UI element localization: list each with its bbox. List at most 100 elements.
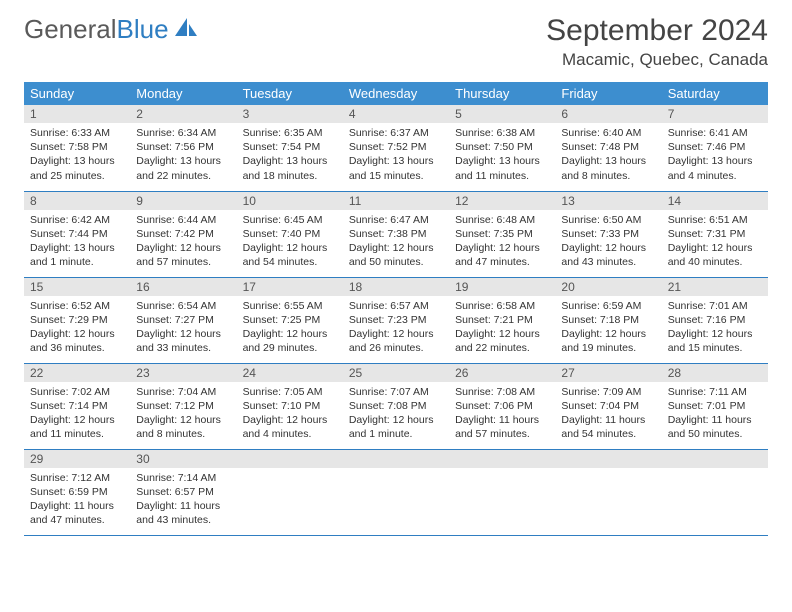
day-cell: 13Sunrise: 6:50 AMSunset: 7:33 PMDayligh… — [555, 191, 661, 277]
day-body: Sunrise: 6:41 AMSunset: 7:46 PMDaylight:… — [662, 123, 768, 189]
weekday-header: Monday — [130, 82, 236, 105]
day-cell: 19Sunrise: 6:58 AMSunset: 7:21 PMDayligh… — [449, 277, 555, 363]
day-cell: 6Sunrise: 6:40 AMSunset: 7:48 PMDaylight… — [555, 105, 661, 191]
day-body: Sunrise: 7:05 AMSunset: 7:10 PMDaylight:… — [237, 382, 343, 448]
month-title: September 2024 — [546, 14, 768, 48]
day-body: Sunrise: 6:48 AMSunset: 7:35 PMDaylight:… — [449, 210, 555, 276]
weekday-header: Sunday — [24, 82, 130, 105]
day-cell: 1Sunrise: 6:33 AMSunset: 7:58 PMDaylight… — [24, 105, 130, 191]
day-number: 21 — [662, 278, 768, 296]
day-number: 24 — [237, 364, 343, 382]
day-body: Sunrise: 7:12 AMSunset: 6:59 PMDaylight:… — [24, 468, 130, 534]
day-cell: 30Sunrise: 7:14 AMSunset: 6:57 PMDayligh… — [130, 449, 236, 535]
day-number: 6 — [555, 105, 661, 123]
day-number: 26 — [449, 364, 555, 382]
day-cell: 27Sunrise: 7:09 AMSunset: 7:04 PMDayligh… — [555, 363, 661, 449]
day-cell: 9Sunrise: 6:44 AMSunset: 7:42 PMDaylight… — [130, 191, 236, 277]
day-cell: 14Sunrise: 6:51 AMSunset: 7:31 PMDayligh… — [662, 191, 768, 277]
day-body: Sunrise: 7:02 AMSunset: 7:14 PMDaylight:… — [24, 382, 130, 448]
day-cell: 22Sunrise: 7:02 AMSunset: 7:14 PMDayligh… — [24, 363, 130, 449]
day-body: Sunrise: 6:45 AMSunset: 7:40 PMDaylight:… — [237, 210, 343, 276]
day-cell: 25Sunrise: 7:07 AMSunset: 7:08 PMDayligh… — [343, 363, 449, 449]
day-cell: 11Sunrise: 6:47 AMSunset: 7:38 PMDayligh… — [343, 191, 449, 277]
day-number: 17 — [237, 278, 343, 296]
day-number: 13 — [555, 192, 661, 210]
day-number: 20 — [555, 278, 661, 296]
calendar-head: SundayMondayTuesdayWednesdayThursdayFrid… — [24, 82, 768, 105]
empty-cell — [237, 449, 343, 535]
day-cell: 15Sunrise: 6:52 AMSunset: 7:29 PMDayligh… — [24, 277, 130, 363]
day-number: 8 — [24, 192, 130, 210]
weekday-header: Thursday — [449, 82, 555, 105]
day-cell: 2Sunrise: 6:34 AMSunset: 7:56 PMDaylight… — [130, 105, 236, 191]
calendar-table: SundayMondayTuesdayWednesdayThursdayFrid… — [24, 82, 768, 536]
day-cell: 23Sunrise: 7:04 AMSunset: 7:12 PMDayligh… — [130, 363, 236, 449]
day-body: Sunrise: 6:55 AMSunset: 7:25 PMDaylight:… — [237, 296, 343, 362]
empty-cell — [449, 449, 555, 535]
day-number: 9 — [130, 192, 236, 210]
day-body: Sunrise: 7:07 AMSunset: 7:08 PMDaylight:… — [343, 382, 449, 448]
day-body: Sunrise: 6:47 AMSunset: 7:38 PMDaylight:… — [343, 210, 449, 276]
title-block: September 2024 Macamic, Quebec, Canada — [546, 14, 768, 70]
day-body: Sunrise: 6:59 AMSunset: 7:18 PMDaylight:… — [555, 296, 661, 362]
day-number: 1 — [24, 105, 130, 123]
day-cell: 29Sunrise: 7:12 AMSunset: 6:59 PMDayligh… — [24, 449, 130, 535]
day-body: Sunrise: 6:38 AMSunset: 7:50 PMDaylight:… — [449, 123, 555, 189]
day-number: 3 — [237, 105, 343, 123]
day-number: 18 — [343, 278, 449, 296]
day-cell: 26Sunrise: 7:08 AMSunset: 7:06 PMDayligh… — [449, 363, 555, 449]
day-body: Sunrise: 6:54 AMSunset: 7:27 PMDaylight:… — [130, 296, 236, 362]
day-cell: 28Sunrise: 7:11 AMSunset: 7:01 PMDayligh… — [662, 363, 768, 449]
weekday-header: Wednesday — [343, 82, 449, 105]
calendar-row: 22Sunrise: 7:02 AMSunset: 7:14 PMDayligh… — [24, 363, 768, 449]
day-number: 28 — [662, 364, 768, 382]
day-cell: 4Sunrise: 6:37 AMSunset: 7:52 PMDaylight… — [343, 105, 449, 191]
day-number: 23 — [130, 364, 236, 382]
day-cell: 16Sunrise: 6:54 AMSunset: 7:27 PMDayligh… — [130, 277, 236, 363]
day-number: 11 — [343, 192, 449, 210]
day-number: 5 — [449, 105, 555, 123]
day-number: 2 — [130, 105, 236, 123]
day-body: Sunrise: 7:01 AMSunset: 7:16 PMDaylight:… — [662, 296, 768, 362]
day-cell: 5Sunrise: 6:38 AMSunset: 7:50 PMDaylight… — [449, 105, 555, 191]
day-body: Sunrise: 6:52 AMSunset: 7:29 PMDaylight:… — [24, 296, 130, 362]
day-body: Sunrise: 7:14 AMSunset: 6:57 PMDaylight:… — [130, 468, 236, 534]
day-body: Sunrise: 7:04 AMSunset: 7:12 PMDaylight:… — [130, 382, 236, 448]
day-cell: 8Sunrise: 6:42 AMSunset: 7:44 PMDaylight… — [24, 191, 130, 277]
day-number: 4 — [343, 105, 449, 123]
day-body: Sunrise: 7:11 AMSunset: 7:01 PMDaylight:… — [662, 382, 768, 448]
day-number: 30 — [130, 450, 236, 468]
day-cell: 24Sunrise: 7:05 AMSunset: 7:10 PMDayligh… — [237, 363, 343, 449]
day-body: Sunrise: 6:37 AMSunset: 7:52 PMDaylight:… — [343, 123, 449, 189]
day-number: 19 — [449, 278, 555, 296]
day-cell: 21Sunrise: 7:01 AMSunset: 7:16 PMDayligh… — [662, 277, 768, 363]
day-cell: 17Sunrise: 6:55 AMSunset: 7:25 PMDayligh… — [237, 277, 343, 363]
weekday-header: Tuesday — [237, 82, 343, 105]
calendar-row: 8Sunrise: 6:42 AMSunset: 7:44 PMDaylight… — [24, 191, 768, 277]
day-number: 7 — [662, 105, 768, 123]
day-cell: 12Sunrise: 6:48 AMSunset: 7:35 PMDayligh… — [449, 191, 555, 277]
day-body: Sunrise: 6:40 AMSunset: 7:48 PMDaylight:… — [555, 123, 661, 189]
day-body: Sunrise: 6:51 AMSunset: 7:31 PMDaylight:… — [662, 210, 768, 276]
day-number: 15 — [24, 278, 130, 296]
day-number: 22 — [24, 364, 130, 382]
day-number: 10 — [237, 192, 343, 210]
day-cell: 18Sunrise: 6:57 AMSunset: 7:23 PMDayligh… — [343, 277, 449, 363]
day-body: Sunrise: 6:35 AMSunset: 7:54 PMDaylight:… — [237, 123, 343, 189]
weekday-header: Friday — [555, 82, 661, 105]
calendar-row: 29Sunrise: 7:12 AMSunset: 6:59 PMDayligh… — [24, 449, 768, 535]
calendar-row: 1Sunrise: 6:33 AMSunset: 7:58 PMDaylight… — [24, 105, 768, 191]
calendar-body: 1Sunrise: 6:33 AMSunset: 7:58 PMDaylight… — [24, 105, 768, 535]
day-number: 12 — [449, 192, 555, 210]
brand-logo: GeneralBlue — [24, 14, 199, 45]
day-number: 29 — [24, 450, 130, 468]
day-body: Sunrise: 6:42 AMSunset: 7:44 PMDaylight:… — [24, 210, 130, 276]
day-cell: 3Sunrise: 6:35 AMSunset: 7:54 PMDaylight… — [237, 105, 343, 191]
day-body: Sunrise: 6:33 AMSunset: 7:58 PMDaylight:… — [24, 123, 130, 189]
empty-cell — [662, 449, 768, 535]
brand-part1: General — [24, 14, 117, 45]
day-body: Sunrise: 7:09 AMSunset: 7:04 PMDaylight:… — [555, 382, 661, 448]
day-cell: 10Sunrise: 6:45 AMSunset: 7:40 PMDayligh… — [237, 191, 343, 277]
empty-cell — [343, 449, 449, 535]
location: Macamic, Quebec, Canada — [546, 50, 768, 70]
